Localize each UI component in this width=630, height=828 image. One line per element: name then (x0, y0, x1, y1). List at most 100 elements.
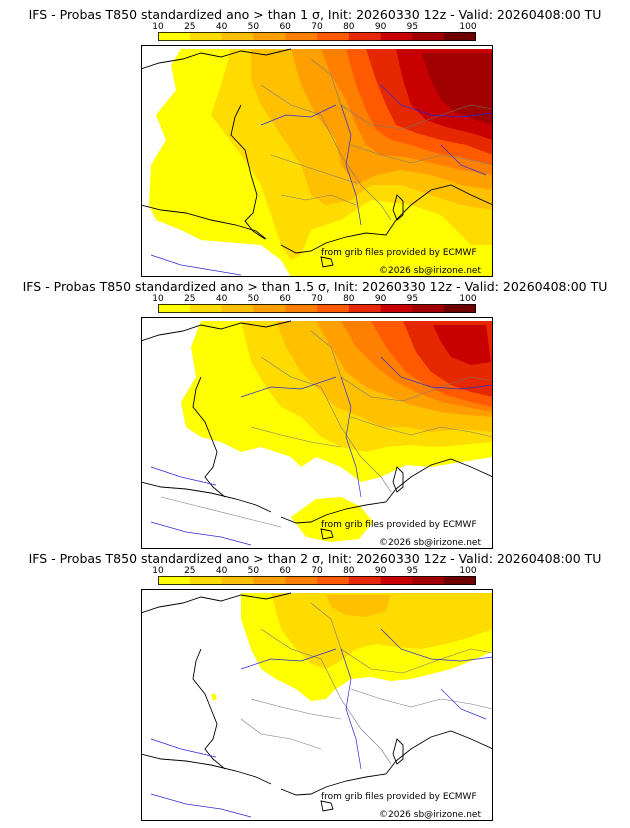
colorbar-tick-label: 60 (279, 566, 291, 576)
colorbar (158, 304, 476, 313)
colorbar-segment (317, 304, 350, 313)
colorbar-tick-label: 50 (247, 566, 260, 576)
colorbar-segment (221, 304, 254, 313)
colorbar-tick-label: 100 (459, 22, 477, 32)
colorbar-segment (380, 304, 413, 313)
colorbar-tick-label: 70 (311, 294, 323, 304)
colorbar-frame (158, 32, 476, 41)
colorbar-segment (253, 576, 286, 585)
colorbar-tick-label: 40 (215, 566, 228, 576)
colorbar-tick-label: 10 (152, 566, 164, 576)
colorbar-tick-label: 80 (343, 566, 355, 576)
colorbar-tick-label: 10 (152, 294, 164, 304)
prob-area-25 (271, 593, 493, 669)
colorbar-labels: 10 25 40 50 60 70 80 90 95 100 (152, 22, 477, 32)
probability-map: from grib files provided by ECMWF ©2026 … (141, 589, 493, 821)
colorbar-tick-label: 25 (184, 22, 196, 32)
colorbar-segment (380, 32, 413, 41)
colorbar-tick-label: 95 (406, 22, 419, 32)
map-panel-1: IFS - Probas T850 standardized ano > tha… (0, 0, 630, 277)
colorbar-tick-label: 100 (459, 566, 477, 576)
colorbar-segment (285, 576, 318, 585)
colorbar-tick-label: 100 (459, 294, 477, 304)
copyright-credit: ©2026 sb@irizone.net (379, 266, 481, 276)
colorbar-segment (158, 304, 191, 313)
prob-area-90 (433, 325, 491, 365)
panel-title: IFS - Probas T850 standardized ano > tha… (28, 7, 602, 22)
colorbar-tick-label: 95 (406, 294, 419, 304)
colorbar-segment (221, 576, 254, 585)
borders (240, 602, 493, 765)
colorbar-segment (444, 576, 476, 585)
colorbar-tick-label: 60 (279, 22, 291, 32)
copyright-credit: ©2026 sb@irizone.net (379, 810, 481, 820)
prob-area-10b (211, 693, 217, 701)
colorbar-tick-label: 70 (311, 566, 323, 576)
colorbar-segment (348, 32, 381, 41)
map-frame (141, 589, 493, 821)
rivers (150, 628, 493, 818)
borders (260, 58, 493, 221)
colorbar-segment (158, 32, 191, 41)
colorbar-tick-label: 90 (374, 22, 387, 32)
colorbar-segment (158, 576, 191, 585)
colorbar (158, 32, 476, 41)
borders (160, 330, 493, 528)
prob-area-95 (421, 53, 493, 125)
colorbar-labels: 10 25 40 50 60 70 80 90 95 100 (152, 566, 477, 576)
colorbar-segment (412, 576, 445, 585)
colorbar (158, 576, 476, 585)
map-frame (141, 317, 493, 549)
colorbar-tick-label: 10 (152, 22, 164, 32)
probability-map: from grib files provided by ECMWF ©2026 … (141, 317, 493, 549)
rivers (150, 84, 493, 276)
rivers (150, 356, 493, 546)
colorbar-tick-label: 50 (247, 294, 260, 304)
colorbar-segment (444, 304, 476, 313)
colorbar-segment (285, 304, 318, 313)
colorbar-tick-label: 80 (343, 294, 355, 304)
prob-area-10b (291, 497, 373, 542)
coastlines (141, 592, 493, 812)
colorbar-tick-label: 60 (279, 294, 291, 304)
source-credit: from grib files provided by ECMWF (321, 248, 477, 258)
colorbar-segment (317, 32, 350, 41)
colorbar-segment (221, 32, 254, 41)
copyright-credit: ©2026 sb@irizone.net (379, 538, 481, 548)
colorbar-segment (189, 32, 222, 41)
colorbar-segment (189, 576, 222, 585)
map-panel-2: IFS - Probas T850 standardized ano > tha… (0, 272, 630, 549)
colorbar-segment (444, 32, 476, 41)
colorbar-frame (158, 304, 476, 313)
colorbar-tick-label: 25 (184, 566, 196, 576)
coastlines (141, 320, 493, 540)
colorbar-segment (253, 304, 286, 313)
colorbar-tick-label: 25 (184, 294, 196, 304)
colorbar-tick-label: 50 (247, 22, 260, 32)
map-frame (141, 45, 493, 277)
colorbar-tick-label: 90 (374, 294, 387, 304)
colorbar-tick-label: 40 (215, 294, 228, 304)
panel-title: IFS - Probas T850 standardized ano > tha… (28, 551, 602, 566)
colorbar-tick-label: 70 (311, 22, 323, 32)
colorbar-tick-label: 95 (406, 566, 419, 576)
colorbar-tick-label: 80 (343, 22, 355, 32)
probability-map: from grib files provided by ECMWF ©2026 … (141, 45, 493, 277)
prob-area-40 (326, 595, 391, 617)
source-credit: from grib files provided by ECMWF (321, 792, 477, 802)
colorbar-labels: 10 25 40 50 60 70 80 90 95 100 (152, 294, 477, 304)
colorbar-segment (317, 576, 350, 585)
source-credit: from grib files provided by ECMWF (321, 520, 477, 530)
colorbar-segment (189, 304, 222, 313)
colorbar-tick-label: 40 (215, 22, 228, 32)
colorbar-segment (348, 576, 381, 585)
colorbar-segment (348, 304, 381, 313)
colorbar-segment (412, 304, 445, 313)
colorbar-segment (412, 32, 445, 41)
colorbar-frame (158, 576, 476, 585)
panel-title: IFS - Probas T850 standardized ano > tha… (22, 279, 608, 294)
colorbar-segment (380, 576, 413, 585)
map-panel-3: IFS - Probas T850 standardized ano > tha… (0, 544, 630, 821)
colorbar-segment (285, 32, 318, 41)
coastlines (141, 48, 493, 268)
